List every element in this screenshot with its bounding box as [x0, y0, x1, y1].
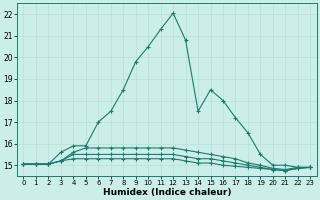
X-axis label: Humidex (Indice chaleur): Humidex (Indice chaleur) [103, 188, 231, 197]
